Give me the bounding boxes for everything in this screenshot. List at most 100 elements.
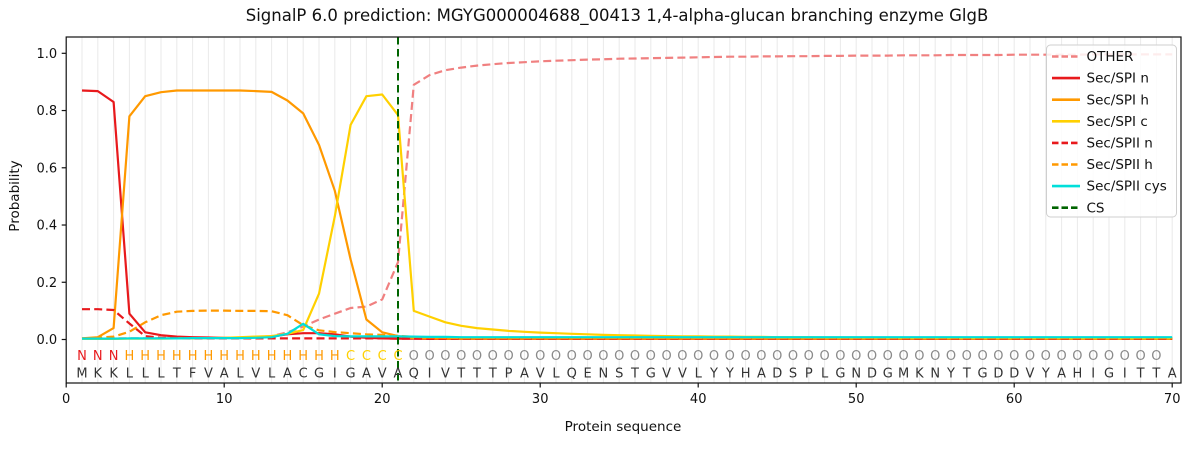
sequence-letter: L: [157, 367, 165, 382]
sequence-letter: T: [472, 367, 481, 382]
sequence-letter: L: [126, 367, 134, 382]
region-letter: C: [393, 349, 402, 364]
region-letter: C: [378, 349, 387, 364]
y-tick-label: 1.0: [37, 47, 58, 62]
sequence-letter: Y: [946, 367, 955, 382]
chart-canvas: 0.00.20.40.60.81.00 10 20 30 40 50 60 70N N N H H H H…: [37, 36, 1182, 407]
sequence-letter: A: [1057, 367, 1066, 382]
sequence-letter: P: [505, 367, 513, 382]
x-tick-label: 60: [1006, 392, 1023, 407]
region-letter: H: [172, 349, 182, 364]
legend-item-sec-spii-h: Sec/SPII h: [1052, 157, 1153, 173]
region-letter: O: [725, 349, 735, 364]
region-letter: C: [362, 349, 371, 364]
sequence-letter: L: [552, 367, 560, 382]
sequence-letter: K: [109, 367, 118, 382]
sequence-letter: M: [76, 367, 87, 382]
region-letter: N: [77, 349, 87, 364]
sequence-letter: I: [428, 367, 432, 382]
region-letter: O: [1009, 349, 1019, 364]
region-letter: H: [219, 349, 229, 364]
region-letter: O: [488, 349, 498, 364]
region-letter: O: [1151, 349, 1161, 364]
sequence-letter: D: [772, 367, 782, 382]
sequence-letter: G: [883, 367, 893, 382]
region-letter: N: [93, 349, 103, 364]
region-letter: H: [298, 349, 308, 364]
x-tick-label: 50: [848, 392, 865, 407]
sequence-letter: V: [1026, 367, 1035, 382]
sequence-letter: Q: [567, 367, 577, 382]
curve-sec-spii-cys: [82, 322, 1173, 340]
sequence-letter: L: [695, 367, 703, 382]
region-letter: O: [993, 349, 1003, 364]
gridlines: [81, 37, 1173, 383]
y-tick-label: 0.4: [37, 219, 58, 234]
sequence-letter: M: [898, 367, 909, 382]
region-letter: O: [1135, 349, 1145, 364]
region-letter: H: [125, 349, 135, 364]
sequence-letter: T: [172, 367, 181, 382]
y-axis-label: Probability: [7, 160, 23, 231]
region-letter: O: [551, 349, 561, 364]
region-letter: O: [772, 349, 782, 364]
region-letter: O: [1056, 349, 1066, 364]
sequence-letter: A: [1168, 367, 1177, 382]
sequence-letter: Q: [409, 367, 419, 382]
region-letter: O: [567, 349, 577, 364]
sequence-letter: E: [583, 367, 591, 382]
sequence-letter: V: [441, 367, 450, 382]
sequence-letter: A: [394, 367, 403, 382]
sequence-letter: I: [333, 367, 337, 382]
region-letter: O: [535, 349, 545, 364]
region-letter: O: [898, 349, 908, 364]
sequence-letter: V: [662, 367, 671, 382]
region-letter: O: [424, 349, 434, 364]
region-letter: O: [883, 349, 893, 364]
sequence-letter: V: [378, 367, 387, 382]
sequence-letter: Y: [725, 367, 734, 382]
region-letter: O: [977, 349, 987, 364]
sequence-letter: V: [678, 367, 687, 382]
sequence-letter: G: [314, 367, 324, 382]
region-letter: O: [456, 349, 466, 364]
region-letter: O: [503, 349, 513, 364]
curve-sec-spi-n: [81, 89, 1173, 340]
region-letter: O: [962, 349, 972, 364]
region-letter: O: [914, 349, 924, 364]
sequence-letter: A: [283, 367, 292, 382]
sequence-letter: S: [615, 367, 623, 382]
sequence-letter: N: [930, 367, 940, 382]
region-letter: C: [346, 349, 355, 364]
region-letter: O: [819, 349, 829, 364]
x-tick-label: 0: [62, 392, 70, 407]
legend: OTHER Sec/SPI n Sec/SPI h Sec/SPI c Sec/SPII…: [1046, 44, 1177, 218]
region-letter: O: [519, 349, 529, 364]
sequence-letter: L: [268, 367, 276, 382]
legend-item-cs: CS: [1052, 200, 1105, 216]
region-letter: O: [409, 349, 419, 364]
region-letter: O: [614, 349, 624, 364]
curve-sec-spi-h: [81, 89, 1173, 340]
sequence-letter: Y: [1041, 367, 1050, 382]
sequence-letter: N: [599, 367, 609, 382]
y-tick-label: 0.2: [37, 276, 58, 291]
region-letter: H: [156, 349, 166, 364]
curve-sec-spi-c: [82, 93, 1173, 340]
region-letter: H: [188, 349, 198, 364]
region-letter: O: [804, 349, 814, 364]
y-tick-label: 0.0: [37, 333, 58, 348]
sequence-letter: T: [1151, 367, 1160, 382]
x-tick-label: 70: [1164, 392, 1181, 407]
x-axis-label: Protein sequence: [565, 419, 682, 435]
region-letter: O: [440, 349, 450, 364]
region-letter: O: [946, 349, 956, 364]
sequence-letter: F: [189, 367, 196, 382]
sequence-letter: D: [867, 367, 877, 382]
sequence-letter: K: [94, 367, 103, 382]
region-letter: O: [630, 349, 640, 364]
region-letter: N: [109, 349, 119, 364]
